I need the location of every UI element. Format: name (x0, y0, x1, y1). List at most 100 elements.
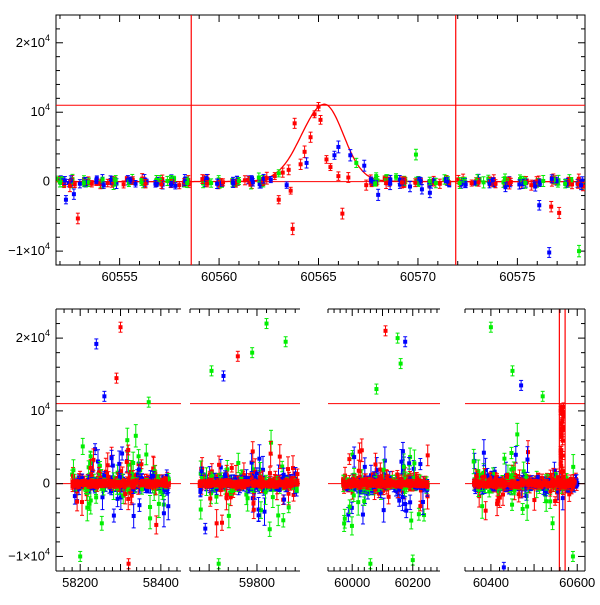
data-point-green (271, 495, 275, 499)
data-point-red (134, 480, 138, 484)
data-point-green (125, 438, 129, 442)
data-point-red (159, 182, 163, 186)
data-point-blue (537, 203, 541, 207)
data-point-red (230, 466, 234, 470)
data-point-blue (257, 457, 261, 461)
data-point-blue (203, 527, 207, 531)
data-point-red (268, 471, 272, 475)
data-point-blue (146, 489, 150, 493)
data-point-blue (369, 178, 373, 182)
data-point-blue (231, 180, 235, 184)
data-point-red (309, 135, 313, 139)
data-point-green (100, 521, 104, 525)
data-point-red (138, 482, 142, 486)
data-point-green (214, 495, 218, 499)
data-point-red (319, 118, 323, 122)
data-point-red (118, 482, 122, 486)
data-point-red (68, 184, 72, 188)
data-point-green (165, 179, 169, 183)
data-point-red (126, 448, 130, 452)
y-tick-label: 2×104 (16, 33, 50, 50)
data-point-red (154, 523, 158, 527)
data-point-red (177, 183, 181, 187)
data-point-red (83, 481, 87, 485)
data-point-red (225, 493, 229, 497)
data-point-blue (94, 179, 98, 183)
data-point-blue (137, 467, 141, 471)
y-tick-label-exponent: 4 (45, 102, 50, 112)
data-point-blue (336, 145, 340, 149)
data-point-green (94, 495, 98, 499)
data-point-red (303, 150, 307, 154)
data-point-red (557, 211, 561, 215)
data-point-green (236, 461, 240, 465)
data-point-green (137, 454, 141, 458)
data-point-green (295, 488, 299, 492)
data-point-blue (538, 180, 542, 184)
data-point-blue (100, 495, 104, 499)
data-point-blue (388, 182, 392, 186)
data-point-blue (257, 513, 261, 517)
data-point-red (221, 180, 225, 184)
x-tick-label: 60560 (201, 269, 237, 284)
data-point-green (140, 487, 144, 491)
data-point-red (220, 521, 224, 525)
data-point-red (200, 177, 204, 181)
data-point-red (324, 157, 328, 161)
data-point-red (80, 500, 84, 504)
data-point-green (428, 179, 432, 183)
x-tick-label: 60565 (300, 269, 336, 284)
data-point-green (58, 180, 62, 184)
data-point-red (106, 181, 110, 185)
data-point-red (143, 182, 147, 186)
y-tick-label-base: −1×10 (8, 243, 45, 258)
data-point-red (494, 182, 498, 186)
data-point-blue (445, 180, 449, 184)
y-tick-label-base: 2×10 (16, 35, 45, 50)
data-point-blue (78, 182, 82, 186)
data-point-blue (282, 498, 286, 502)
data-point-green (209, 474, 213, 478)
data-point-blue (408, 185, 412, 189)
data-point-red (336, 174, 340, 178)
data-point-red (293, 121, 297, 125)
data-point-green (287, 505, 291, 509)
data-point-green (199, 508, 203, 512)
data-point-green (482, 180, 486, 184)
data-point-green (264, 490, 268, 494)
data-point-red (243, 178, 247, 182)
data-point-green (277, 171, 281, 175)
data-point-green (148, 505, 152, 509)
segment-data-0 (70, 425, 171, 534)
data-point-blue (102, 474, 106, 478)
y-tick-label: −1×104 (8, 241, 50, 258)
data-point-blue (102, 183, 106, 187)
data-point-red (251, 449, 255, 453)
data-point-red (529, 183, 533, 187)
data-point-red (549, 205, 553, 209)
data-point-red (125, 460, 129, 464)
segment-data-1 (198, 430, 300, 537)
data-point-green (81, 444, 85, 448)
data-point-red (313, 112, 317, 116)
data-point-blue (72, 192, 76, 196)
data-point-red (144, 481, 148, 485)
data-point-blue (251, 180, 255, 184)
data-point-blue (332, 153, 336, 157)
data-point-red (295, 472, 299, 476)
data-point-red (278, 455, 282, 459)
data-point-red (265, 176, 269, 180)
data-point-green (140, 180, 144, 184)
data-point-red (287, 492, 291, 496)
data-point-blue (169, 182, 173, 186)
data-point-red (126, 497, 130, 501)
data-point-red (79, 481, 83, 485)
data-point-green (523, 181, 527, 185)
data-point-red (90, 182, 94, 186)
data-point-green (458, 181, 462, 185)
data-point-blue (120, 452, 124, 456)
y-tick-label: 0 (43, 174, 50, 189)
data-point-red (122, 483, 126, 487)
data-point-green (414, 153, 418, 157)
data-point-blue (263, 510, 267, 514)
